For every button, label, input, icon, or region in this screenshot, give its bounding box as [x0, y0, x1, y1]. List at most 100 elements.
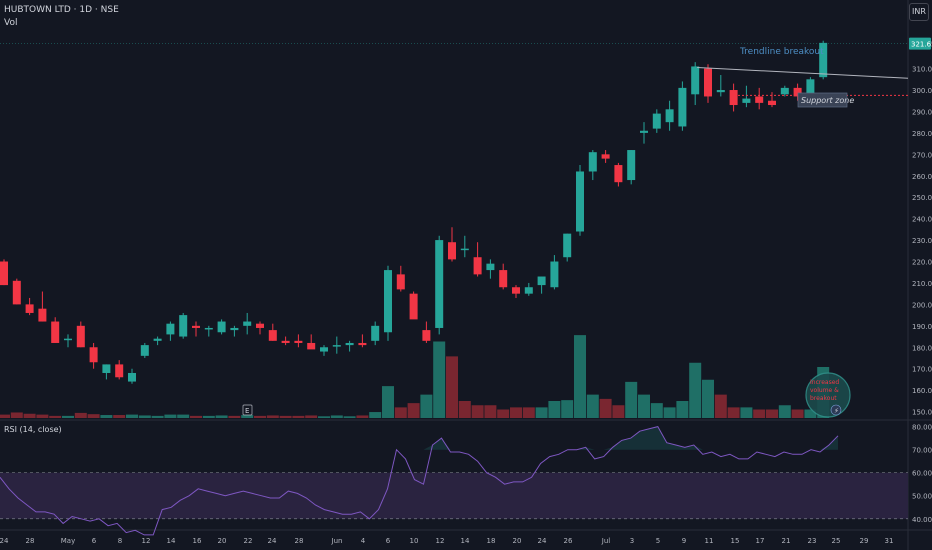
time-axis-label: 28	[26, 537, 35, 545]
volume-bar	[254, 415, 266, 418]
candle-body	[524, 287, 533, 294]
rsi-title: RSI (14, close)	[4, 425, 62, 434]
candle-body	[89, 347, 98, 363]
candle-body	[678, 87, 687, 127]
volume-bar	[407, 403, 420, 418]
candle-body	[473, 257, 482, 275]
time-axis-label: Jun	[331, 537, 343, 545]
volume-bar	[228, 415, 241, 418]
time-axis-label: 16	[193, 537, 202, 545]
volume-bar	[625, 381, 638, 418]
time-axis-label: 14	[167, 537, 176, 545]
price-tick-label: 200.00	[912, 301, 932, 309]
volume-bar	[612, 405, 625, 418]
candle-body	[768, 100, 776, 106]
volume-bar	[420, 394, 433, 418]
candle-body	[230, 327, 239, 331]
volume-bar	[471, 405, 484, 418]
candle-body	[550, 261, 559, 288]
candle-body	[806, 79, 815, 95]
candle-body	[396, 274, 405, 290]
volume-bar	[650, 403, 663, 418]
price-tick-label: 170.00	[912, 366, 932, 374]
candle-body	[640, 130, 648, 133]
candle-body	[307, 342, 316, 350]
volume-note-text: breakout	[810, 395, 837, 402]
candle-body	[294, 340, 303, 343]
volume-bar	[458, 401, 471, 418]
time-axis-label: 22	[244, 537, 253, 545]
currency-button[interactable]: INR	[909, 3, 929, 21]
candle-body	[422, 330, 431, 341]
price-tick-label: 270.00	[912, 151, 932, 159]
candle-body	[435, 240, 444, 328]
price-tick-label: 260.00	[912, 173, 932, 181]
volume-bar	[10, 412, 23, 418]
time-axis-label: 5	[656, 537, 660, 545]
candle-body	[140, 345, 149, 356]
candle-body	[627, 150, 636, 181]
candle-body	[204, 327, 213, 330]
price-tick-label: 180.00	[912, 344, 932, 352]
volume-bar	[689, 362, 702, 418]
candle-body	[576, 171, 584, 232]
time-axis-label: 17	[756, 537, 765, 545]
candle-body	[38, 308, 47, 322]
price-tick-label: 210.00	[912, 280, 932, 288]
last-price-badge	[909, 37, 931, 50]
time-axis-label: 20	[513, 537, 522, 545]
rsi-band	[0, 472, 908, 519]
earnings-marker-label: E	[245, 407, 249, 415]
candle-body	[128, 372, 136, 382]
volume-bar	[74, 412, 87, 418]
candle-body	[537, 276, 546, 286]
volume-bar	[126, 414, 138, 418]
candle-body	[25, 304, 34, 313]
time-axis-label: 24	[268, 537, 277, 545]
time-axis-label: 21	[782, 537, 791, 545]
flash-icon-glyph: ⚡	[834, 407, 839, 415]
price-tick-label: 150.00	[912, 409, 932, 417]
candle-body	[780, 87, 789, 95]
candle-body	[742, 98, 751, 103]
candle-body	[192, 325, 200, 328]
volume-bar	[177, 414, 190, 418]
volume-bar	[561, 400, 574, 418]
candle-body	[102, 364, 111, 373]
chart-symbol-title[interactable]: HUBTOWN LTD · 1D · NSE	[4, 5, 119, 15]
time-axis-label: 12	[436, 537, 445, 545]
time-axis-label: 10	[410, 537, 419, 545]
candle-body	[256, 323, 264, 328]
time-axis-label: 25	[832, 537, 841, 545]
volume-bar	[791, 409, 804, 418]
volume-bar	[241, 415, 254, 418]
support-zone-label: Support zone	[801, 96, 854, 105]
time-axis-label: 24	[0, 537, 9, 545]
volume-bar	[663, 407, 676, 418]
volume-bar	[484, 405, 497, 418]
candle-body	[243, 321, 252, 326]
rsi-tick-label: 50.00	[912, 493, 932, 501]
time-axis-label: 28	[295, 537, 304, 545]
rsi-line	[0, 426, 839, 536]
volume-bar	[266, 415, 279, 418]
candle-body	[448, 242, 456, 260]
volume-bar	[343, 416, 356, 418]
trendline-breakout-label: Trendline breakout	[739, 47, 824, 57]
time-axis-label: 20	[218, 537, 227, 545]
volume-bar	[100, 415, 113, 418]
volume-bar	[382, 386, 394, 418]
candle-body	[153, 338, 162, 341]
volume-note-text: Increased	[810, 379, 839, 386]
time-axis-label: 29	[860, 537, 869, 545]
volume-bar	[522, 407, 535, 418]
time-axis-label: 12	[142, 537, 151, 545]
candle-body	[460, 248, 469, 251]
earnings-marker	[242, 404, 253, 416]
time-axis-label: 31	[885, 537, 894, 545]
volume-bar	[766, 409, 778, 418]
volume-bar	[23, 413, 36, 418]
candle-body	[115, 364, 124, 378]
volume-bar	[727, 407, 740, 418]
